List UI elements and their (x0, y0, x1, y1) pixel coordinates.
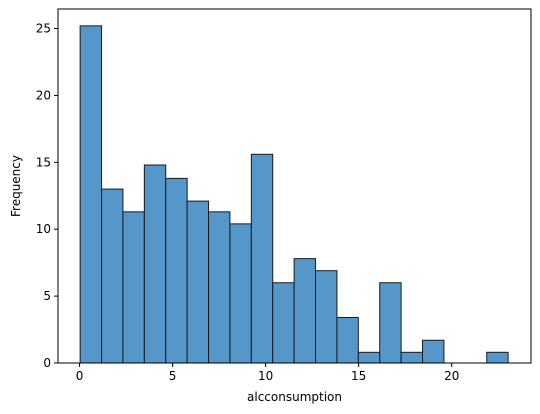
x-tick-label: 20 (444, 369, 459, 383)
histogram-bar (79, 25, 103, 364)
histogram-bar (315, 270, 338, 364)
x-tick-label: 0 (76, 369, 84, 383)
y-tick-label: 25 (36, 22, 51, 36)
histogram-bar (336, 317, 359, 364)
histogram-bar (122, 211, 145, 364)
histogram-bar (165, 177, 188, 364)
histogram-bar (486, 351, 509, 364)
y-tick-label: 20 (36, 88, 51, 102)
plot-frame (57, 8, 532, 364)
bars-group (79, 25, 509, 364)
histogram-bar (272, 282, 295, 364)
x-tick-label: 10 (258, 369, 273, 383)
x-axis-label: alcconsumption (247, 390, 342, 404)
histogram-bar (143, 164, 167, 364)
histogram-bar (229, 223, 252, 364)
histogram-bar (293, 258, 317, 364)
y-axis: 0 5 10 15 20 25 (36, 22, 58, 370)
x-tick-label: 15 (351, 369, 366, 383)
histogram-bar (357, 351, 381, 364)
y-tick-label: 0 (43, 356, 51, 370)
y-axis-label: Frequency (9, 155, 23, 217)
histogram-bar (250, 153, 274, 364)
histogram-bar (400, 351, 424, 364)
histogram-bar (208, 211, 231, 364)
y-tick-label: 10 (36, 222, 51, 236)
y-tick-label: 15 (36, 155, 51, 169)
histogram-bar (186, 200, 210, 364)
histogram-bar (379, 282, 402, 364)
x-tick-label: 5 (169, 369, 177, 383)
histogram-bar (422, 339, 445, 364)
x-axis: 0 5 10 15 20 (76, 363, 459, 383)
histogram-bar (101, 188, 124, 364)
y-tick-label: 5 (43, 289, 51, 303)
